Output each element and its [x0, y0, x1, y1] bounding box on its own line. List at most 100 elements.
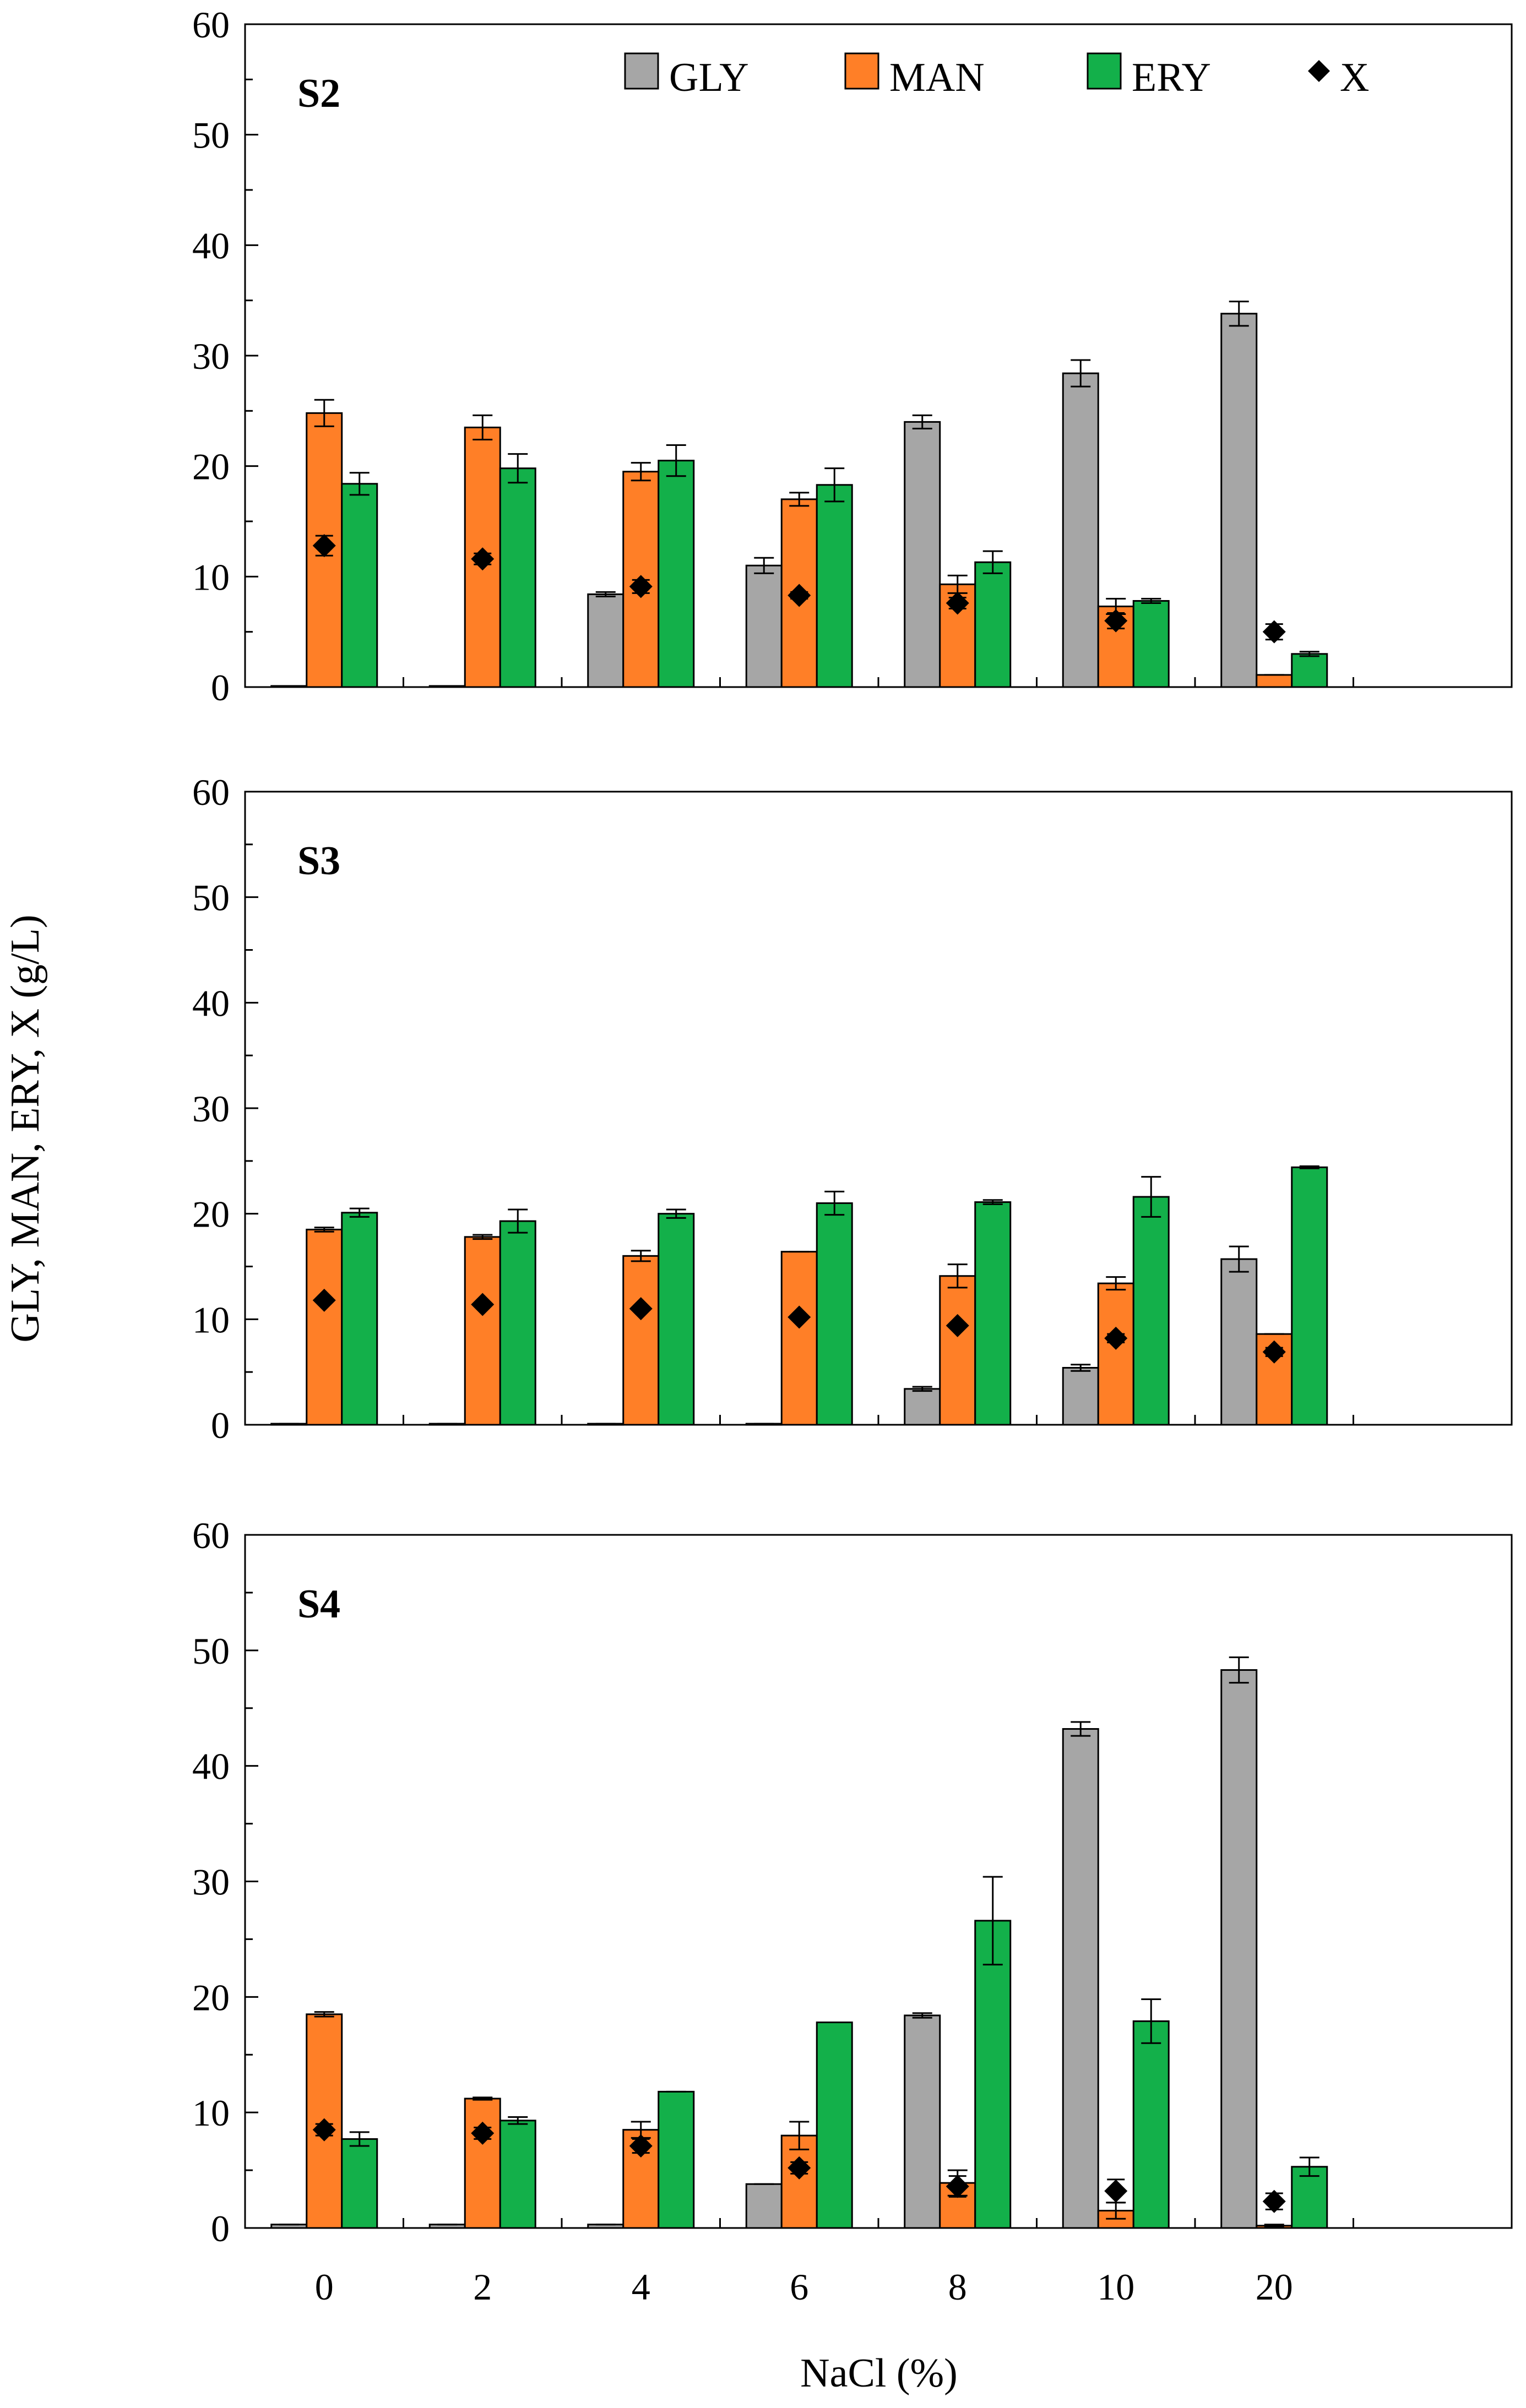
- x-diamond-marker: [471, 547, 495, 571]
- x-diamond-marker: [946, 591, 969, 615]
- ery-bar: [499, 1220, 536, 1426]
- x-tick-label: 0: [315, 2266, 334, 2308]
- x-diamond-marker: [629, 1297, 653, 1321]
- x-diamond-marker: [471, 2121, 495, 2145]
- y-tick-label: 30: [192, 335, 230, 377]
- ery-bar: [658, 1213, 695, 1426]
- legend-label: X: [1340, 55, 1369, 100]
- y-axis-title: GLY, MAN, ERY, X (g/L): [3, 914, 48, 1342]
- y-tick-label: 40: [192, 982, 230, 1024]
- legend-swatch: [1087, 52, 1122, 90]
- gly-bar: [904, 421, 941, 688]
- panel-s2: 0 10 20 30 40 50 60 S2: [192, 4, 1513, 709]
- man-bar: [464, 1236, 501, 1426]
- ery-bar: [816, 1202, 853, 1426]
- man-bar: [939, 1275, 976, 1426]
- panel-s4: 0 10 20 30 40 50 60 S4 0 2 4 6 8 10 20: [192, 1514, 1513, 2308]
- x-diamond-marker: [1262, 2189, 1286, 2213]
- man-bar: [780, 1251, 818, 1426]
- gly-bar: [1220, 1669, 1258, 2229]
- gly-bar: [745, 2183, 783, 2229]
- ery-bar: [1132, 2020, 1170, 2229]
- ery-bar: [1132, 1196, 1170, 1426]
- ery-bar: [816, 2021, 853, 2229]
- legend-swatch: [844, 52, 879, 90]
- y-tick-label: 10: [192, 2092, 230, 2134]
- legend-label: MAN: [889, 55, 985, 100]
- ery-bar: [1291, 1166, 1328, 1426]
- x-diamond-marker: [471, 1293, 495, 1316]
- y-tick-label: 0: [211, 1404, 230, 1446]
- chart-panels: 0102030405060S20102030405060S30102030405…: [192, 4, 1513, 2308]
- legend-item-man: MAN: [844, 52, 985, 100]
- panel-label: S2: [297, 71, 340, 116]
- ery-bar: [658, 2090, 695, 2229]
- legend-label: ERY: [1132, 55, 1211, 100]
- x-diamond-marker: [629, 2134, 653, 2158]
- y-tick-label: 20: [192, 1976, 230, 2018]
- legend-swatch: [624, 52, 659, 90]
- ery-bar: [499, 2120, 536, 2229]
- gly-bar: [904, 2014, 941, 2229]
- y-tick-label: 30: [192, 1088, 230, 1130]
- y-tick-label: 50: [192, 1630, 230, 1672]
- plot-frame: [244, 23, 1513, 688]
- x-diamond-marker: [1262, 1340, 1286, 1364]
- x-diamond-marker: [1104, 2179, 1128, 2203]
- panel-label: S3: [297, 838, 340, 884]
- ery-bar: [341, 2138, 378, 2229]
- x-diamond-marker: [788, 2156, 811, 2180]
- x-tick-label: 6: [790, 2266, 808, 2308]
- y-tick-label: 10: [192, 556, 230, 598]
- y-tick-label: 60: [192, 1514, 230, 1556]
- gly-bar: [1220, 1258, 1258, 1426]
- ery-bar: [499, 467, 536, 688]
- ery-bar: [1291, 653, 1328, 688]
- x-diamond-marker: [1104, 1326, 1128, 1350]
- legend-item-gly: GLY: [624, 52, 749, 100]
- y-tick-label: 30: [192, 1861, 230, 1903]
- x-tick-label: 20: [1256, 2266, 1293, 2308]
- legend-label: GLY: [669, 55, 749, 100]
- gly-bar: [1062, 1367, 1099, 1426]
- y-tick-label: 20: [192, 1194, 230, 1235]
- gly-bar: [745, 564, 783, 688]
- legend-item-x: X: [1308, 55, 1369, 100]
- x-diamond-marker: [946, 1314, 969, 1337]
- gly-bar: [1062, 372, 1099, 688]
- x-diamond-marker: [788, 584, 811, 607]
- y-tick-label: 50: [192, 877, 230, 919]
- gly-bar: [587, 593, 624, 688]
- gly-bar: [1220, 313, 1258, 688]
- man-bar: [306, 1228, 343, 1426]
- y-tick-label: 0: [211, 667, 230, 709]
- y-tick-label: 50: [192, 115, 230, 156]
- x-diamond-marker: [788, 1305, 811, 1329]
- x-diamond-marker: [946, 2175, 969, 2198]
- y-tick-label: 60: [192, 771, 230, 813]
- x-axis-title: NaCl (%): [800, 2351, 958, 2396]
- ery-bar: [658, 460, 695, 688]
- ery-bar: [816, 484, 853, 688]
- plot-frame: [244, 1534, 1513, 2229]
- x-diamond-marker: [312, 1288, 336, 1312]
- gly-bar: [1062, 1728, 1099, 2229]
- y-tick-label: 10: [192, 1299, 230, 1341]
- x-diamond-marker: [1262, 620, 1286, 644]
- ery-bar: [1132, 600, 1170, 688]
- ery-bar: [341, 483, 378, 688]
- x-diamond-marker: [629, 575, 653, 598]
- x-diamond-marker: [312, 534, 336, 558]
- ery-bar: [1291, 2166, 1328, 2229]
- ery-bar: [974, 1201, 1012, 1426]
- panel-label: S4: [297, 1582, 340, 1627]
- legend: GLY MAN ERY X: [624, 52, 1369, 100]
- ery-bar: [974, 561, 1012, 688]
- man-bar: [1256, 674, 1293, 688]
- y-tick-label: 60: [192, 4, 230, 46]
- y-tick-label: 0: [211, 2208, 230, 2249]
- x-diamond-marker: [1104, 609, 1128, 633]
- man-bar: [464, 2098, 501, 2229]
- x-tick-label: 8: [948, 2266, 967, 2308]
